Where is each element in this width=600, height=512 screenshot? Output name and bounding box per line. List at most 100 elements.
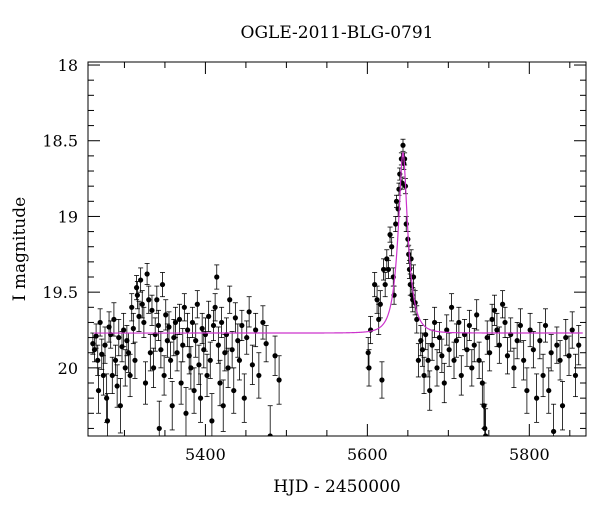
data-point <box>227 297 233 303</box>
data-point <box>141 319 147 326</box>
x-tick-label: 5400 <box>185 445 226 464</box>
data-point <box>419 347 426 353</box>
data-point <box>385 266 392 273</box>
data-point <box>178 380 184 386</box>
data-point <box>119 344 125 350</box>
data-point <box>379 377 385 383</box>
data-point <box>267 433 273 436</box>
data-point <box>376 316 382 323</box>
data-point <box>451 357 457 363</box>
data-point <box>272 353 278 359</box>
data-point <box>511 365 517 371</box>
data-point <box>106 324 112 330</box>
data-point <box>276 377 282 383</box>
data-point <box>563 334 569 341</box>
data-point <box>231 387 237 394</box>
data-point <box>116 334 122 341</box>
data-point <box>453 338 460 344</box>
data-point <box>537 338 543 344</box>
data-point <box>441 380 447 386</box>
data-point <box>372 281 378 288</box>
data-point <box>212 304 218 310</box>
data-point <box>225 365 231 371</box>
data-point <box>156 425 162 432</box>
data-point <box>572 372 579 379</box>
data-point <box>249 362 255 368</box>
data-point <box>232 315 238 321</box>
data-point <box>150 365 157 371</box>
data-point <box>484 334 490 341</box>
data-point <box>263 341 269 347</box>
data-point <box>142 380 149 386</box>
data-point <box>104 395 110 401</box>
data-point <box>521 357 527 363</box>
data-point <box>504 353 511 359</box>
data-point <box>201 347 207 353</box>
data-point <box>154 297 160 303</box>
data-point <box>220 403 226 409</box>
data-point <box>149 307 155 313</box>
data-point <box>236 357 243 363</box>
data-point <box>130 325 136 332</box>
data-point <box>534 395 540 401</box>
data-point <box>436 334 443 341</box>
plot-frame <box>87 61 587 437</box>
data-point <box>204 372 210 379</box>
data-point <box>469 365 475 371</box>
data-point <box>389 244 395 250</box>
data-point <box>114 383 120 389</box>
data-point <box>487 350 493 356</box>
data-point <box>163 312 169 318</box>
x-tick-label: 5600 <box>347 445 388 464</box>
x-tick-label: 5800 <box>509 445 550 464</box>
data-point <box>456 319 462 326</box>
data-point <box>222 350 228 356</box>
data-point <box>393 198 400 204</box>
data-point <box>548 350 554 356</box>
data-point <box>489 316 495 323</box>
data-point <box>476 357 482 363</box>
data-point <box>479 380 485 386</box>
data-point <box>180 342 186 348</box>
data-point <box>102 342 108 348</box>
data-point <box>448 304 455 310</box>
data-point <box>527 327 533 333</box>
data-point <box>124 338 130 344</box>
data-point <box>159 281 166 288</box>
data-point <box>185 327 191 333</box>
data-point <box>366 365 372 371</box>
data-point <box>502 319 508 326</box>
data-point <box>166 324 172 330</box>
data-point <box>164 338 170 344</box>
data-point <box>132 357 138 363</box>
data-point <box>155 322 162 329</box>
data-point <box>474 312 480 318</box>
data-point <box>576 342 582 348</box>
error-bars <box>90 138 582 436</box>
data-point <box>117 403 123 409</box>
data-point <box>95 357 101 363</box>
data-point <box>431 319 438 326</box>
model-curve <box>93 151 583 334</box>
data-point <box>129 304 135 310</box>
data-point <box>256 372 262 379</box>
y-tick-label: 18 <box>58 56 78 75</box>
data-point <box>546 387 552 394</box>
data-point <box>214 274 220 280</box>
data-point <box>384 256 390 262</box>
data-point <box>111 316 117 323</box>
data-point <box>414 316 420 323</box>
data-point <box>176 316 183 323</box>
data-point <box>125 350 132 356</box>
data-point <box>423 331 429 338</box>
data-point <box>194 301 200 307</box>
data-point <box>540 372 546 379</box>
data-point <box>559 403 566 409</box>
data-point <box>444 327 450 333</box>
chart-title: OGLE-2011-BLG-0791 <box>241 23 434 43</box>
data-point <box>551 428 557 435</box>
data-point <box>122 365 128 371</box>
data-point <box>167 357 174 363</box>
data-point <box>109 372 115 379</box>
